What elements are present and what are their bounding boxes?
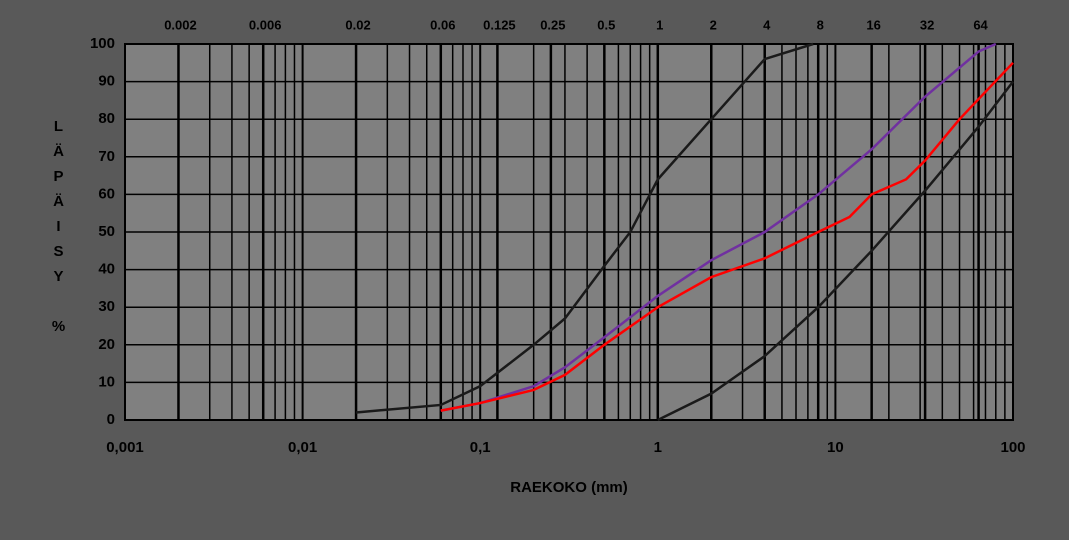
- x2-tick-label: 64: [973, 17, 988, 32]
- y-tick-label: 0: [107, 411, 115, 428]
- line: [440, 61, 1014, 412]
- x2-tick-label: 0.125: [483, 17, 516, 32]
- y-tick-label: 90: [98, 73, 115, 90]
- plot-border: [124, 43, 1014, 421]
- x-axis-label: RAEKOKO (mm): [510, 479, 628, 496]
- x-tick-label: 0,01: [288, 439, 317, 456]
- y-tick-label: 10: [98, 373, 115, 390]
- y-tick-label: 50: [98, 223, 115, 240]
- y-tick-label: 100: [90, 35, 115, 52]
- x2-tick-label: 0.06: [430, 17, 455, 32]
- y-axis-label: LÄPÄISY %: [50, 118, 67, 343]
- x-tick-label: 10: [827, 439, 844, 456]
- y-tick-label: 20: [98, 336, 115, 353]
- x-tick-label: 0,001: [106, 439, 144, 456]
- x2-tick-label: 8: [817, 17, 824, 32]
- y-tick-label: 30: [98, 298, 115, 315]
- x2-tick-label: 1: [656, 17, 663, 32]
- x-tick-label: 0,1: [470, 439, 491, 456]
- x2-tick-label: 16: [866, 17, 880, 32]
- x-tick-label: 1: [654, 439, 662, 456]
- y-tick-label: 80: [98, 110, 115, 127]
- x2-tick-label: 0.006: [249, 17, 282, 32]
- y-tick-label: 40: [98, 261, 115, 278]
- x2-tick-label: 0.5: [597, 17, 615, 32]
- x2-tick-label: 0.002: [164, 17, 197, 32]
- x2-tick-label: 2: [710, 17, 717, 32]
- line: [657, 80, 1014, 422]
- y-tick-label: 70: [98, 148, 115, 165]
- y-tick-label: 60: [98, 185, 115, 202]
- line: [440, 42, 997, 412]
- x2-tick-label: 0.25: [540, 17, 565, 32]
- x2-tick-label: 4: [763, 17, 771, 32]
- x2-tick-label: 0.02: [345, 17, 370, 32]
- x-tick-label: 100: [1000, 439, 1025, 456]
- line: [355, 42, 814, 414]
- x2-tick-label: 32: [920, 17, 934, 32]
